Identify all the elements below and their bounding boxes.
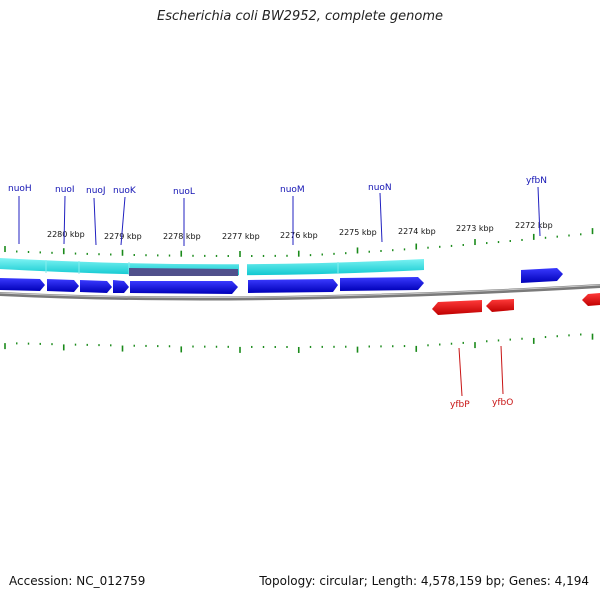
kbp-label: 2272 kbp (515, 221, 553, 230)
gene-arrow-forward (0, 278, 45, 291)
outer-tick-ring (4, 228, 594, 257)
reverse-gene-labels: yfbP yfbO (450, 345, 513, 410)
kbp-scale: 2280 kbp 2279 kbp 2278 kbp 2277 kbp 2276… (47, 221, 553, 241)
kbp-label: 2274 kbp (398, 227, 436, 236)
gene-label: nuoH (8, 184, 32, 194)
cds-dark-segment (129, 268, 238, 276)
gene-label: nuoK (113, 186, 137, 196)
kbp-label: 2280 kbp (47, 230, 85, 239)
gene-arrow-forward (248, 279, 338, 293)
gene-arrow-reverse (432, 300, 482, 315)
map-title: Escherichia coli BW2952, complete genome (157, 9, 443, 24)
gene-label: nuoI (55, 185, 75, 195)
gene-arrow-reverse (486, 299, 514, 312)
kbp-label: 2278 kbp (163, 232, 201, 241)
gene-label: yfbN (526, 176, 547, 186)
kbp-label: 2276 kbp (280, 231, 318, 240)
gene-arrow-forward (80, 280, 112, 293)
gene-label: nuoL (173, 187, 195, 197)
genome-backbone (0, 284, 600, 301)
gene-label: nuoJ (86, 186, 106, 196)
cds-band (0, 258, 424, 280)
gene-arrow-forward (47, 279, 79, 292)
gene-arrow-reverse (582, 293, 600, 306)
reverse-gene-track (432, 293, 600, 315)
kbp-label: 2277 kbp (222, 232, 260, 241)
accession-text: Accession: NC_012759 (9, 574, 146, 588)
gene-label: yfbP (450, 400, 470, 410)
forward-gene-track (0, 268, 563, 294)
forward-gene-labels: nuoH nuoI nuoJ nuoK nuoL nuoM nuoN yfbN (8, 176, 547, 246)
gene-label: yfbO (492, 398, 513, 408)
kbp-label: 2275 kbp (339, 228, 377, 237)
gene-arrow-forward (130, 281, 238, 294)
kbp-label: 2273 kbp (456, 224, 494, 233)
gene-label: nuoN (368, 183, 392, 193)
gene-label: nuoM (280, 185, 305, 195)
kbp-label: 2279 kbp (104, 232, 142, 241)
gene-arrow-forward (521, 268, 563, 283)
inner-tick-ring (4, 333, 594, 353)
gene-arrow-forward (113, 280, 129, 293)
gene-arrow-forward (340, 277, 424, 291)
topology-text: Topology: circular; Length: 4,578,159 bp… (259, 574, 589, 588)
